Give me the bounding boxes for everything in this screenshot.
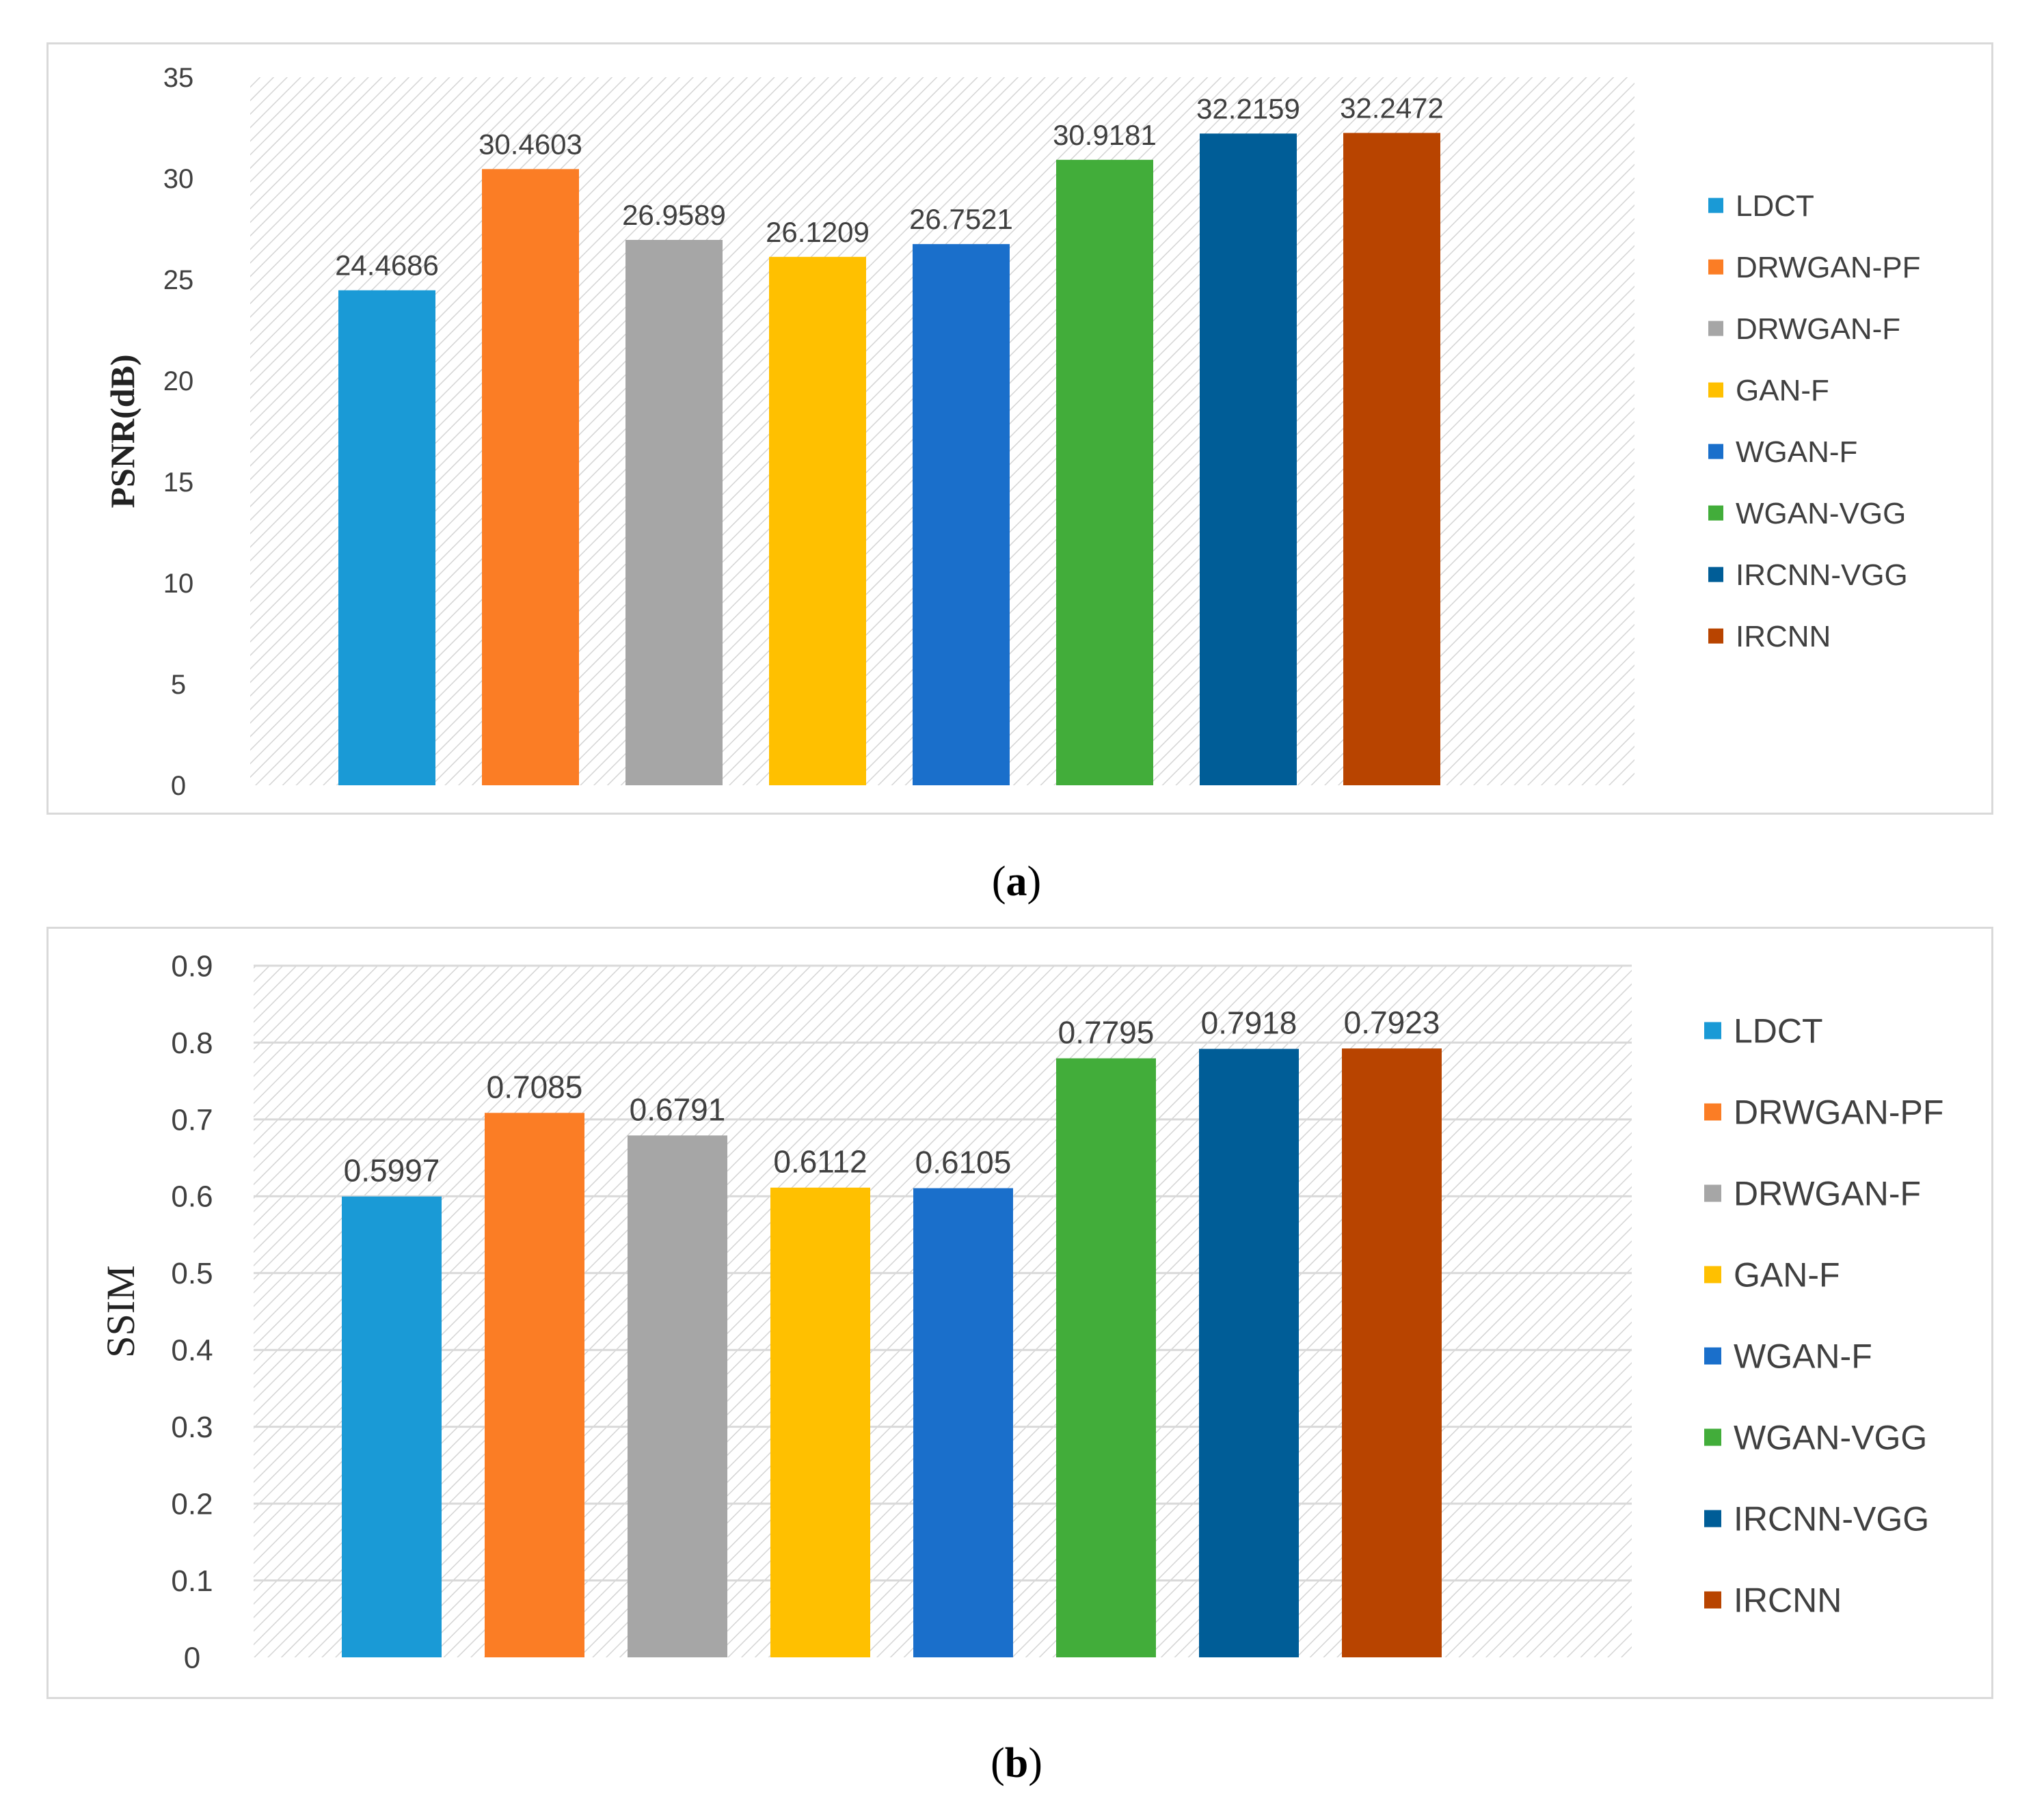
legend-swatch — [1708, 321, 1723, 336]
y-tick-label: 0.8 — [171, 1027, 213, 1060]
legend-label-wgan-vgg: WGAN-VGG — [1734, 1419, 1927, 1457]
y-tick-label: 20 — [163, 366, 194, 396]
bar-ircnn-vgg — [1199, 1048, 1299, 1657]
data-label: 30.9181 — [1053, 119, 1157, 151]
psnr-bar-chart: 0 5 10 15 20 25 30 35 PSNR(dB) 24.4686 30.4603 26.9… — [103, 63, 1921, 801]
y-tick-label: 0.9 — [171, 949, 213, 983]
legend-swatch — [1704, 1184, 1721, 1202]
legend-label-wgan-f: WGAN-F — [1734, 1337, 1872, 1376]
data-label: 26.9589 — [622, 199, 726, 231]
legend-label-gan-f: GAN-F — [1736, 374, 1829, 407]
legend-label-drwgan-pf: DRWGAN-PF — [1734, 1094, 1943, 1132]
bar-wgan-f — [913, 1188, 1013, 1657]
legend-swatch — [1708, 444, 1723, 459]
bar-ircnn — [1342, 1048, 1442, 1657]
y-tick-label: 0.7 — [171, 1103, 213, 1137]
data-label: 0.6112 — [773, 1144, 867, 1180]
legend-label-wgan-f: WGAN-F — [1736, 435, 1857, 469]
bar-drwgan-f — [625, 240, 723, 785]
data-label: 0.6791 — [630, 1091, 726, 1127]
legend-label-ldct: LDCT — [1736, 189, 1814, 223]
data-label: 32.2159 — [1196, 92, 1300, 124]
bar-wgan-vgg — [1056, 159, 1153, 786]
data-label: 0.6105 — [915, 1145, 1012, 1180]
y-tick-label: 15 — [163, 467, 194, 498]
legend-swatch — [1708, 567, 1723, 582]
ssim-chart-panel: 0 0.1 0.2 0.3 0.4 0.5 0.6 0.7 0.8 0.9 SSIM 0.5997 0.… — [46, 927, 1993, 1699]
data-label: 26.7521 — [909, 203, 1013, 235]
legend-label-wgan-vgg: WGAN-VGG — [1736, 497, 1906, 530]
bar-gan-f — [770, 1187, 870, 1657]
data-label: 0.5997 — [344, 1153, 440, 1189]
caption-b-letter: b — [1004, 1740, 1029, 1787]
legend-label-ircnn: IRCNN — [1736, 620, 1831, 653]
legend-label-drwgan-pf: DRWGAN-PF — [1736, 251, 1921, 284]
data-label: 0.7795 — [1058, 1014, 1155, 1050]
legend-label-ldct: LDCT — [1734, 1012, 1823, 1050]
legend-label-ircnn-vgg: IRCNN-VGG — [1736, 558, 1908, 592]
caption-a-letter: a — [1006, 858, 1027, 905]
bar-ircnn-vgg — [1200, 133, 1297, 785]
bar-ldct — [338, 290, 435, 785]
y-tick-label: 30 — [163, 164, 194, 194]
legend-swatch — [1704, 1022, 1721, 1040]
bar-drwgan-pf — [485, 1113, 584, 1657]
legend-label-gan-f: GAN-F — [1734, 1256, 1840, 1294]
y-tick-label: 0.4 — [171, 1334, 213, 1368]
y-tick-label: 0.3 — [171, 1411, 213, 1444]
data-label: 0.7918 — [1201, 1005, 1297, 1041]
y-tick-label: 0 — [171, 771, 186, 801]
legend-label-ircnn: IRCNN — [1734, 1581, 1842, 1620]
y-tick-label: 10 — [163, 569, 194, 599]
legend-swatch — [1704, 1591, 1721, 1609]
y-tick-label: 35 — [163, 63, 194, 93]
data-label: 0.7923 — [1344, 1005, 1440, 1040]
y-tick-label: 0.1 — [171, 1564, 213, 1598]
legend-label-drwgan-f: DRWGAN-F — [1736, 312, 1900, 346]
y-tick-label: 25 — [163, 265, 194, 295]
y-tick-label: 0 — [184, 1641, 200, 1674]
legend-swatch — [1708, 628, 1723, 644]
legend-swatch — [1704, 1103, 1721, 1121]
legend-swatch — [1708, 382, 1723, 398]
legend-swatch — [1708, 198, 1723, 213]
y-tick-label: 0.2 — [171, 1488, 213, 1521]
data-label: 26.1209 — [766, 216, 870, 248]
bar-wgan-f — [913, 244, 1010, 786]
data-label: 24.4686 — [335, 249, 439, 282]
legend-swatch — [1704, 1428, 1721, 1446]
psnr-chart-panel: 0 5 10 15 20 25 30 35 PSNR(dB) 24.4686 30.4603 26.9… — [46, 42, 1993, 815]
legend-swatch — [1708, 259, 1723, 275]
legend-swatch — [1704, 1266, 1721, 1283]
bar-drwgan-f — [628, 1135, 727, 1657]
legend-swatch — [1708, 505, 1723, 521]
data-label: 0.7085 — [487, 1069, 583, 1104]
y-axis-label: SSIM — [98, 1265, 143, 1357]
y-axis-label: PSNR(dB) — [103, 354, 142, 508]
caption-b: (b) — [991, 1740, 1042, 1787]
bar-wgan-vgg — [1056, 1058, 1156, 1657]
legend-label-ircnn-vgg: IRCNN-VGG — [1734, 1500, 1929, 1538]
legend-swatch — [1704, 1510, 1721, 1527]
bar-gan-f — [769, 256, 866, 785]
bar-drwgan-pf — [482, 169, 579, 785]
caption-a: (a) — [991, 858, 1042, 905]
legend-swatch — [1704, 1347, 1721, 1365]
y-tick-label: 0.6 — [171, 1180, 213, 1214]
data-label: 32.2472 — [1340, 92, 1444, 124]
data-label: 30.4603 — [479, 128, 582, 160]
bar-ldct — [342, 1196, 442, 1657]
ssim-bar-chart: 0 0.1 0.2 0.3 0.4 0.5 0.6 0.7 0.8 0.9 SSIM 0.5997 0.… — [98, 949, 1943, 1674]
bar-ircnn — [1343, 133, 1440, 785]
legend-label-drwgan-f: DRWGAN-F — [1734, 1175, 1921, 1213]
y-tick-label: 5 — [171, 670, 186, 700]
y-tick-label: 0.5 — [171, 1257, 213, 1290]
